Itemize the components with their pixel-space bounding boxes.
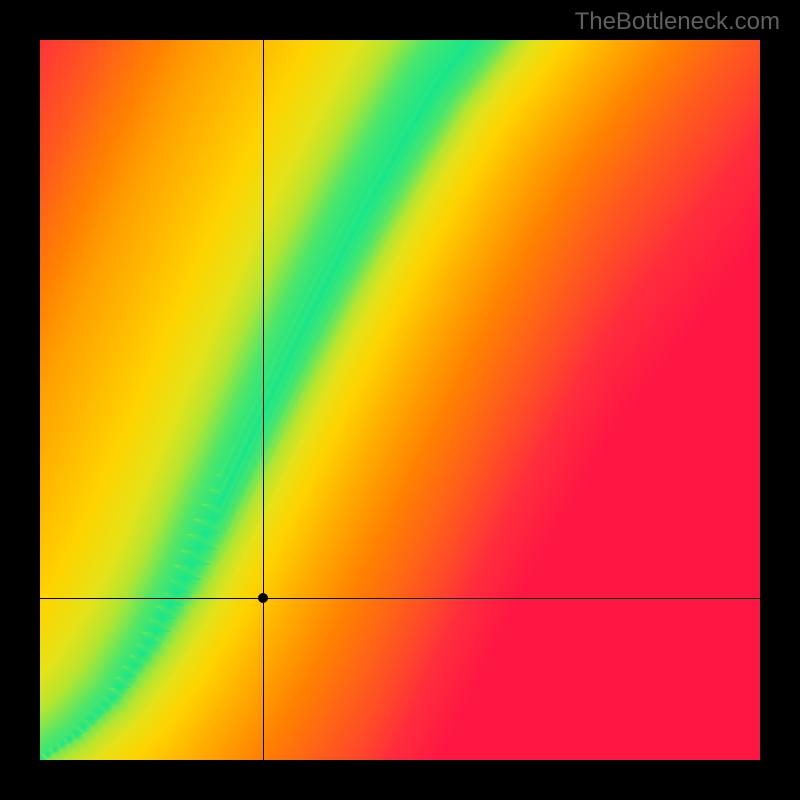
heatmap-plot	[40, 40, 760, 760]
crosshair-horizontal	[40, 598, 760, 599]
heatmap-canvas	[40, 40, 760, 760]
watermark-text: TheBottleneck.com	[575, 8, 780, 36]
crosshair-vertical	[263, 40, 264, 760]
marker-dot	[258, 593, 268, 603]
